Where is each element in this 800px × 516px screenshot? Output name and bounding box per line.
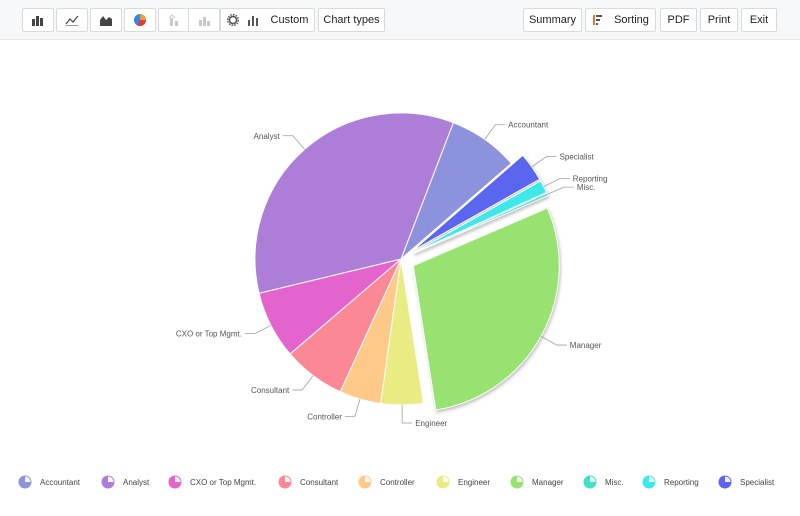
legend-label: Manager xyxy=(532,477,564,487)
pdf-button[interactable]: PDF xyxy=(660,8,697,32)
chart-types-button[interactable]: Chart types xyxy=(318,8,385,32)
line-chart-button[interactable] xyxy=(56,8,88,32)
bar-chart-button[interactable] xyxy=(22,8,54,32)
connector-misc xyxy=(547,186,574,195)
legend-label: Controller xyxy=(380,477,415,487)
custom-label: Custom xyxy=(270,14,309,26)
data-label-reporting: Reporting xyxy=(573,175,608,184)
legend-item-controller[interactable]: Controller xyxy=(358,472,415,492)
legend-item-consultant[interactable]: Consultant xyxy=(278,472,338,492)
data-label-cxo-or-top-mgmt: CXO or Top Mgmt. xyxy=(176,330,242,339)
data-label-specialist: Specialist xyxy=(560,152,595,161)
legend-pie-icon xyxy=(358,475,372,489)
data-label-accountant: Accountant xyxy=(508,121,549,130)
area-chart-button[interactable] xyxy=(90,8,122,32)
sorting-button[interactable]: Sorting xyxy=(585,8,656,32)
legend-item-accountant[interactable]: Accountant xyxy=(18,472,80,492)
data-label-analyst: Analyst xyxy=(254,132,281,141)
data-label-manager: Manager xyxy=(570,341,602,350)
exit-label: Exit xyxy=(749,14,769,26)
legend-pie-icon xyxy=(101,475,115,489)
chart-toolbar: Custom Chart types Summary Sorting PDF P… xyxy=(0,0,800,40)
bar-disabled-button[interactable] xyxy=(188,8,220,32)
connector-analyst xyxy=(282,135,305,150)
connector-consultant xyxy=(292,375,314,391)
legend-pie-icon xyxy=(18,475,32,489)
pdf-label: PDF xyxy=(667,14,690,26)
summary-label: Summary xyxy=(528,14,577,26)
exit-button[interactable]: Exit xyxy=(741,8,777,32)
connector-engineer xyxy=(401,404,413,424)
legend-label: Specialist xyxy=(740,477,775,487)
legend-pie-icon xyxy=(278,475,292,489)
legend-label: CXO or Top Mgmt. xyxy=(190,477,257,487)
legend-label: Misc. xyxy=(605,477,624,487)
connector-cxo-or-top-mgmt xyxy=(244,325,272,335)
bar-settings-icon xyxy=(247,16,258,26)
pie-slice-manager[interactable] xyxy=(412,207,560,411)
legend-item-misc[interactable]: Misc. xyxy=(583,472,624,492)
legend-item-reporting[interactable]: Reporting xyxy=(642,472,699,492)
summary-button[interactable]: Summary xyxy=(523,8,582,32)
legend-pie-icon xyxy=(168,475,182,489)
legend-label: Engineer xyxy=(458,477,491,487)
sorting-label: Sorting xyxy=(614,14,649,26)
connector-accountant xyxy=(484,124,506,140)
chart-legend: Accountant Analyst CXO or Top Mgmt. Cons… xyxy=(0,472,800,492)
gear-icon xyxy=(226,14,239,26)
legend-item-analyst[interactable]: Analyst xyxy=(101,472,149,492)
connector-reporting xyxy=(543,178,570,188)
legend-label: Analyst xyxy=(123,477,150,487)
legend-label: Reporting xyxy=(664,477,699,487)
legend-pie-icon xyxy=(436,475,450,489)
pie-chart-button[interactable] xyxy=(124,8,156,32)
sorting-icon xyxy=(593,15,603,25)
area-chart-icon xyxy=(100,16,112,26)
data-label-misc: Misc. xyxy=(577,183,596,192)
line-chart-icon xyxy=(65,15,79,26)
legend-pie-icon xyxy=(642,475,656,489)
data-label-engineer: Engineer xyxy=(415,419,447,428)
data-label-controller: Controller xyxy=(307,412,342,421)
legend-item-cxo-or-top-mgmt[interactable]: CXO or Top Mgmt. xyxy=(168,472,256,492)
pie-chart-icon xyxy=(134,14,146,27)
custom-button[interactable]: Custom xyxy=(220,8,315,32)
print-label: Print xyxy=(707,14,731,26)
chart-types-label: Chart types xyxy=(323,14,380,26)
legend-pie-icon xyxy=(510,475,524,489)
bar-chart-icon xyxy=(32,16,43,26)
bar-disabled-icon xyxy=(199,17,210,26)
legend-item-manager[interactable]: Manager xyxy=(510,472,564,492)
legend-label: Consultant xyxy=(300,477,339,487)
print-button[interactable]: Print xyxy=(700,8,738,32)
connector-manager xyxy=(540,336,567,346)
legend-item-specialist[interactable]: Specialist xyxy=(718,472,774,492)
legend-item-engineer[interactable]: Engineer xyxy=(436,472,490,492)
data-label-consultant: Consultant xyxy=(251,386,290,395)
legend-label: Accountant xyxy=(40,477,81,487)
connector-specialist xyxy=(531,156,557,168)
stacked-bar-icon xyxy=(168,14,178,26)
pie-slice-analyst[interactable] xyxy=(254,112,454,294)
connector-controller xyxy=(344,399,361,417)
legend-pie-icon xyxy=(718,475,732,489)
stacked-bar-button[interactable] xyxy=(158,8,190,32)
legend-pie-icon xyxy=(583,475,597,489)
